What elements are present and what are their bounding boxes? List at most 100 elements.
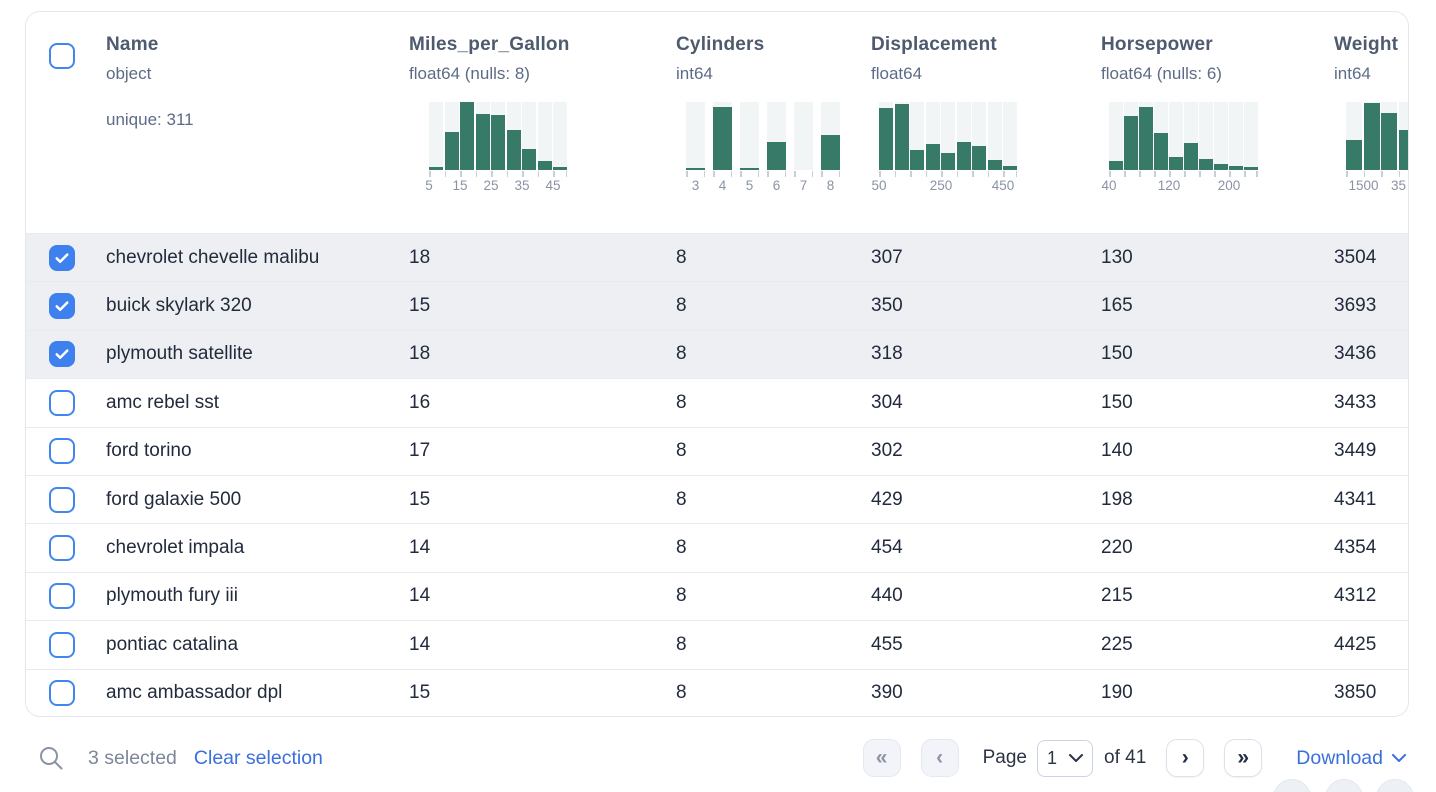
column-dtype: float64 (nulls: 6) <box>1101 64 1222 83</box>
cell-miles-per-gallon: 18 <box>409 343 431 365</box>
cell-displacement: 429 <box>871 488 903 510</box>
table-row[interactable]: ford galaxie 500 15 8 429 198 4341 <box>26 474 1408 524</box>
download-menu[interactable]: Download <box>1296 747 1406 770</box>
first-page-button[interactable]: « <box>862 739 901 777</box>
cell-displacement: 390 <box>871 682 903 704</box>
table-row[interactable]: ford torino 17 8 302 140 3449 <box>26 426 1408 475</box>
cell-name: buick skylark 320 <box>106 295 252 317</box>
column-title: Horsepower <box>1101 34 1213 55</box>
cell-cylinders: 8 <box>676 391 687 413</box>
cell-horsepower: 220 <box>1101 537 1133 559</box>
cell-cylinders: 8 <box>676 633 687 655</box>
histogram-weight[interactable]: 1500 35 <box>1346 102 1408 194</box>
cell-horsepower: 190 <box>1101 682 1133 704</box>
select-all-checkbox[interactable] <box>49 43 75 69</box>
row-checkbox[interactable] <box>49 244 75 271</box>
table-row[interactable]: chevrolet chevelle malibu 18 8 307 130 3… <box>26 233 1408 282</box>
cell-cylinders: 8 <box>676 440 687 462</box>
table-row[interactable]: chevrolet impala 14 8 454 220 4354 <box>26 523 1408 572</box>
cell-horsepower: 150 <box>1101 343 1133 365</box>
page-total: of 41 <box>1104 747 1147 768</box>
axis-tick-label: 35 <box>1390 178 1407 193</box>
column-unique-count: unique: 311 <box>106 110 194 129</box>
cell-horsepower: 150 <box>1101 391 1133 413</box>
row-checkbox[interactable] <box>49 341 75 368</box>
floating-button-partial[interactable] <box>1273 779 1311 792</box>
axis-tick-label: 250 <box>929 178 953 193</box>
histogram-horsepower[interactable]: 40 120 200 <box>1101 102 1334 194</box>
row-checkbox[interactable] <box>49 583 75 610</box>
clear-selection-link[interactable]: Clear selection <box>193 746 323 769</box>
download-label: Download <box>1296 746 1383 769</box>
cell-displacement: 302 <box>871 440 903 462</box>
search-icon[interactable] <box>38 745 64 771</box>
table-body: chevrolet chevelle malibu 18 8 307 130 3… <box>26 233 1408 716</box>
row-checkbox-cell <box>26 535 106 562</box>
prev-page-button[interactable]: ‹ <box>920 739 959 777</box>
floating-button-partial[interactable] <box>1325 779 1363 792</box>
page-select[interactable]: 1 <box>1037 739 1093 777</box>
page-label: Page <box>982 747 1027 768</box>
row-checkbox-cell <box>26 389 106 416</box>
table-row[interactable]: buick skylark 320 15 8 350 165 3693 <box>26 281 1408 330</box>
axis-tick-label: 5 <box>425 178 433 193</box>
cell-name: pontiac catalina <box>106 633 239 655</box>
cell-displacement: 350 <box>871 295 903 317</box>
dataframe-card: Name object unique: 311 Miles_per_Gallon… <box>25 11 1409 717</box>
next-page-button[interactable]: › <box>1166 739 1205 777</box>
axis-tick-label: 7 <box>799 178 808 193</box>
cell-name: amc ambassador dpl <box>106 682 283 704</box>
row-checkbox[interactable] <box>49 631 75 658</box>
row-checkbox[interactable] <box>49 535 75 562</box>
cell-weight: 3433 <box>1334 391 1377 413</box>
cell-weight: 3449 <box>1334 440 1377 462</box>
column-header-cylinders: Cylinders int64 3 4 5 6 7 8 <box>676 34 871 194</box>
check-icon <box>55 253 69 263</box>
table-row[interactable]: amc rebel sst 16 8 304 150 3433 <box>26 378 1408 427</box>
floating-button-partial[interactable] <box>1376 779 1414 792</box>
column-title: Displacement <box>871 34 997 55</box>
cell-miles-per-gallon: 18 <box>409 246 431 268</box>
cell-cylinders: 8 <box>676 246 687 268</box>
histogram-miles-per-gallon[interactable]: 5 15 25 35 45 <box>425 102 676 194</box>
cell-miles-per-gallon: 15 <box>409 488 431 510</box>
histogram-displacement[interactable]: 50 250 450 <box>871 102 1101 194</box>
table-row[interactable]: plymouth fury iii 14 8 440 215 4312 <box>26 571 1408 621</box>
cell-cylinders: 8 <box>676 537 687 559</box>
histogram-cylinders[interactable]: 3 4 5 6 7 8 <box>686 102 871 194</box>
axis-tick-label: 8 <box>826 178 835 193</box>
axis-tick-label: 50 <box>871 178 887 193</box>
row-checkbox[interactable] <box>49 486 75 513</box>
cell-displacement: 318 <box>871 343 903 365</box>
cell-displacement: 440 <box>871 585 903 607</box>
row-checkbox[interactable] <box>49 438 75 465</box>
cell-name: plymouth fury iii <box>106 585 238 607</box>
next-buttons: › » <box>1166 739 1263 777</box>
cell-miles-per-gallon: 15 <box>409 295 431 317</box>
check-icon <box>55 349 69 360</box>
cell-name: chevrolet chevelle malibu <box>106 246 320 268</box>
cell-horsepower: 215 <box>1101 585 1133 607</box>
table-row[interactable]: pontiac catalina 14 8 455 225 4425 <box>26 620 1408 669</box>
table-row[interactable]: plymouth satellite 18 8 318 150 3436 <box>26 329 1408 379</box>
axis-tick-label: 120 <box>1157 178 1181 193</box>
check-icon <box>55 301 69 312</box>
last-page-button[interactable]: » <box>1224 739 1263 777</box>
column-header-name: Name object unique: 311 <box>106 34 409 130</box>
row-checkbox[interactable] <box>49 680 75 707</box>
row-checkbox[interactable] <box>49 389 75 416</box>
cell-miles-per-gallon: 17 <box>409 440 431 462</box>
cell-cylinders: 8 <box>676 343 687 365</box>
column-title: Name <box>106 34 159 55</box>
column-header-weight: Weight int64 1500 35 <box>1334 34 1408 194</box>
row-checkbox-cell <box>26 631 106 658</box>
cell-name: amc rebel sst <box>106 391 219 413</box>
cell-miles-per-gallon: 14 <box>409 585 431 607</box>
axis-tick-label: 45 <box>545 178 561 193</box>
cell-weight: 3850 <box>1334 682 1377 704</box>
row-checkbox[interactable] <box>49 293 75 320</box>
axis-tick-label: 200 <box>1217 178 1241 193</box>
table-row[interactable]: amc ambassador dpl 15 8 390 190 3850 <box>26 668 1408 716</box>
row-checkbox-cell <box>26 680 106 707</box>
column-dtype: float64 (nulls: 8) <box>409 64 530 83</box>
